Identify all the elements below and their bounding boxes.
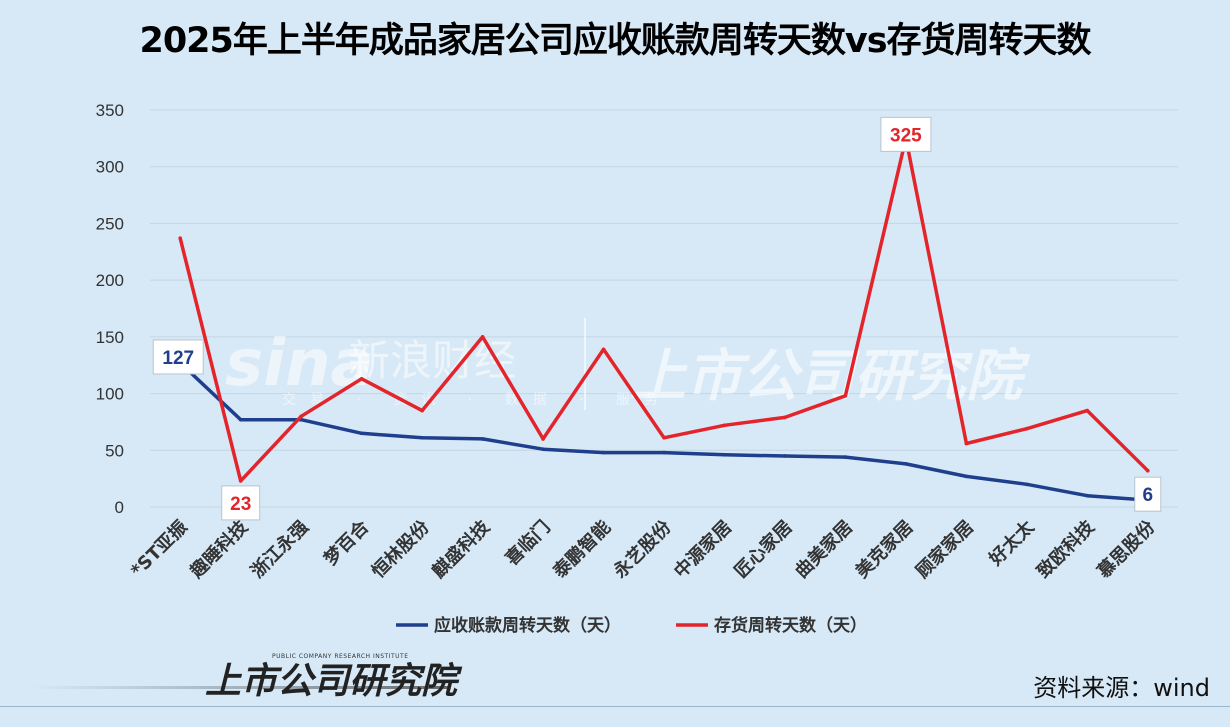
x-tick-label: 麒盛科技 <box>428 515 495 582</box>
x-tick-label: 中源家居 <box>670 516 736 582</box>
inventory-data-point <box>843 394 848 398</box>
receivable-data-point <box>904 462 908 466</box>
y-tick-label: 0 <box>115 498 124 517</box>
legend-label: 应收账款周转天数（天） <box>434 615 621 636</box>
chart-title: 2025年上半年成品家居公司应收账款周转天数vs存货周转天数 <box>139 21 1091 61</box>
inventory-data-point <box>359 377 364 381</box>
receivable-data-point <box>662 450 666 455</box>
inventory-data-point <box>783 415 787 420</box>
receivable-data-point <box>420 436 424 440</box>
x-tick-label: 好太太 <box>984 515 1039 570</box>
y-tick-label: 200 <box>96 271 124 290</box>
receivable-data-point <box>359 431 364 436</box>
y-tick-label: 300 <box>96 158 124 177</box>
data-label-box <box>1134 476 1162 512</box>
inventory-data-point <box>1085 408 1090 413</box>
legend-label: 存货周转天数（天） <box>714 615 867 636</box>
receivable-data-point <box>783 454 787 458</box>
sina-name-watermark: 新浪财经 <box>348 336 516 385</box>
receivable-data-point <box>238 417 243 422</box>
x-tick-label: 浙江永强 <box>246 516 312 582</box>
x-tick-label: 趣睡科技 <box>185 515 253 583</box>
inventory-days-line <box>178 136 1150 483</box>
inventory-data-point <box>601 347 606 352</box>
data-label-box <box>880 116 932 152</box>
receivable-data-point <box>1085 493 1090 498</box>
x-tick-label: 喜临门 <box>501 516 555 570</box>
data-label: 325 <box>890 125 922 146</box>
inventory-data-point <box>964 441 969 446</box>
receivable-data-point <box>722 453 727 457</box>
x-tick-label: 美克家居 <box>851 516 917 582</box>
receivable-data-point <box>541 447 545 451</box>
y-tick-label: 50 <box>105 441 124 460</box>
inventory-data-point <box>299 414 303 419</box>
x-tick-label: 顾家家居 <box>911 516 977 582</box>
bottom-divider <box>0 706 1230 707</box>
data-label: 23 <box>230 494 251 515</box>
data-label: 127 <box>162 348 194 369</box>
inventory-data-point <box>238 479 243 483</box>
source-note: 资料来源：wind <box>1033 674 1210 702</box>
inventory-data-point <box>722 423 727 428</box>
x-tick-label: 泰鹏智能 <box>548 516 615 583</box>
x-tick-label: 致欧科技 <box>1032 515 1099 582</box>
inventory-data-point <box>1025 426 1029 431</box>
inventory-data-point <box>480 335 485 339</box>
x-tick-label: 匠心家居 <box>730 516 796 582</box>
receivable-data-point <box>1025 482 1029 487</box>
y-tick-label: 100 <box>96 385 124 404</box>
data-label-box <box>221 485 261 521</box>
data-label-box <box>152 339 204 375</box>
x-tick-label: *ST亚振 <box>126 516 192 582</box>
inventory-data-point <box>1145 468 1150 473</box>
receivable-data-point <box>480 437 485 441</box>
receivable-data-point <box>843 455 848 459</box>
y-tick-label: 250 <box>96 214 124 233</box>
data-label: 6 <box>1142 485 1153 506</box>
watermark-underline <box>30 686 450 689</box>
institute-watermark: 上市公司研究院 <box>205 660 458 702</box>
y-tick-label: 150 <box>96 328 124 347</box>
sina-sub-watermark: 交易 · 资讯 · 数据 · 服务 <box>282 391 672 408</box>
institute-watermark-en: PUBLIC COMPANY RESEARCH INSTITUTE <box>272 653 409 660</box>
y-tick-label: 350 <box>96 101 124 120</box>
x-tick-label: 梦百合 <box>319 515 373 569</box>
x-tick-label: 曲美家居 <box>790 516 856 582</box>
receivable-data-point <box>601 450 606 455</box>
inventory-data-point <box>178 236 183 240</box>
x-tick-label: 恒林股份 <box>367 515 434 582</box>
inventory-data-point <box>662 436 666 440</box>
inventory-data-point <box>420 408 424 413</box>
receivable-data-point <box>964 474 969 479</box>
institute-center-watermark: 上市公司研究院 <box>630 343 1031 409</box>
inventory-data-point <box>541 437 545 441</box>
x-tick-label: 慕思股份 <box>1093 515 1160 582</box>
x-tick-label: 永艺股份 <box>608 515 676 583</box>
